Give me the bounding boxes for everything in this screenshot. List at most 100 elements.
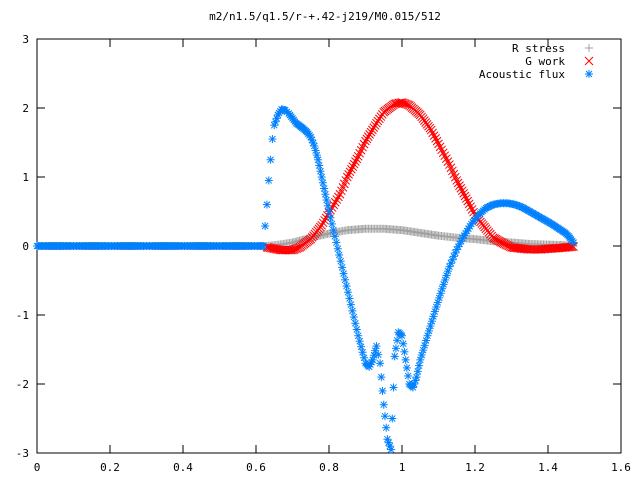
data-point (455, 181, 464, 190)
data-point (266, 155, 275, 164)
data-point (569, 238, 578, 247)
data-point (343, 288, 352, 297)
data-point (459, 189, 468, 198)
data-point (379, 400, 388, 409)
data-point (330, 232, 339, 241)
data-point (388, 414, 397, 423)
data-point (322, 196, 331, 204)
data-point (464, 199, 474, 209)
data-point (356, 145, 366, 155)
data-point (372, 342, 381, 351)
x-tick-label: 1.2 (465, 461, 485, 474)
legend-label: R stress (512, 42, 565, 55)
data-point (365, 130, 374, 139)
data-point (358, 348, 367, 357)
legend-marker (585, 44, 593, 52)
data-point (315, 161, 324, 170)
data-point (398, 331, 406, 340)
data-point (325, 207, 333, 216)
data-point (431, 134, 440, 143)
legend-marker (585, 70, 593, 78)
data-point (345, 167, 355, 177)
y-tick-label: 3 (22, 33, 29, 46)
series-acoustic-flux (33, 105, 578, 454)
chart-title: m2/n1.5/q1.5/r-+.42-j219/M0.015/512 (209, 10, 441, 23)
data-point (333, 244, 342, 253)
data-point (370, 121, 380, 130)
data-point (413, 367, 422, 376)
data-point (456, 183, 466, 193)
y-tick-label: 2 (22, 102, 29, 115)
data-point (401, 355, 410, 364)
data-point (346, 300, 355, 309)
data-point (335, 250, 344, 259)
data-point (330, 197, 340, 207)
data-point (341, 275, 350, 284)
data-point (367, 125, 377, 135)
data-point (393, 336, 402, 345)
data-point (359, 139, 369, 149)
data-point (387, 445, 396, 454)
data-point (382, 423, 391, 432)
x-tick-label: 0.4 (173, 461, 193, 474)
data-point (377, 373, 386, 382)
data-point (372, 118, 381, 128)
data-point (404, 371, 413, 380)
data-point (442, 271, 451, 280)
x-tick-label: 1.4 (538, 461, 558, 474)
legend-label: G work (525, 55, 565, 68)
data-point (376, 359, 385, 368)
y-tick-label: -1 (16, 309, 29, 322)
data-point (329, 226, 338, 235)
axis-tick-labels: 0 0.2 0.4 0.6 0.8 1 1.2 1.4 1.6 -3 -2 -1 0 1 2 3 (16, 33, 631, 474)
data-point (443, 267, 452, 276)
data-point (389, 383, 398, 392)
data-point (438, 148, 448, 158)
data-point (467, 205, 477, 214)
data-point (501, 240, 511, 249)
data-point (460, 191, 470, 201)
data-point (443, 157, 453, 166)
data-point (332, 195, 342, 204)
data-point (499, 239, 509, 249)
data-point (339, 269, 348, 278)
data-point (429, 131, 439, 140)
data-point (403, 100, 413, 110)
data-point (419, 346, 428, 355)
data-point (402, 363, 411, 372)
legend-marker (584, 56, 594, 66)
data-point (360, 353, 369, 362)
data-point (312, 151, 321, 160)
data-point (357, 342, 366, 351)
data-point (434, 139, 443, 149)
data-point (412, 373, 421, 382)
data-point (336, 257, 345, 266)
y-tick-label: 0 (22, 240, 29, 253)
x-tick-label: 0.2 (100, 461, 120, 474)
data-point (463, 196, 473, 206)
data-point (347, 164, 356, 174)
data-point (293, 243, 303, 253)
x-tick-label: 0 (34, 461, 41, 474)
data-point (446, 259, 455, 268)
data-point (390, 352, 399, 361)
x-tick-label: 0.6 (246, 461, 266, 474)
data-point (355, 337, 364, 346)
x-tick-label: 0.8 (319, 461, 339, 474)
data-point (352, 325, 361, 334)
data-point (363, 132, 373, 141)
data-point (362, 134, 372, 144)
series-g-work (262, 98, 578, 255)
data-point (348, 162, 358, 172)
y-tick-label: -2 (16, 378, 29, 391)
series-layer (33, 98, 578, 454)
data-point (437, 145, 446, 155)
data-point (316, 167, 325, 176)
data-point (373, 116, 383, 126)
data-point (327, 219, 336, 228)
data-point (354, 331, 363, 340)
data-point (351, 319, 360, 328)
data-point (368, 355, 377, 364)
data-point (417, 351, 426, 360)
data-point (329, 200, 339, 210)
